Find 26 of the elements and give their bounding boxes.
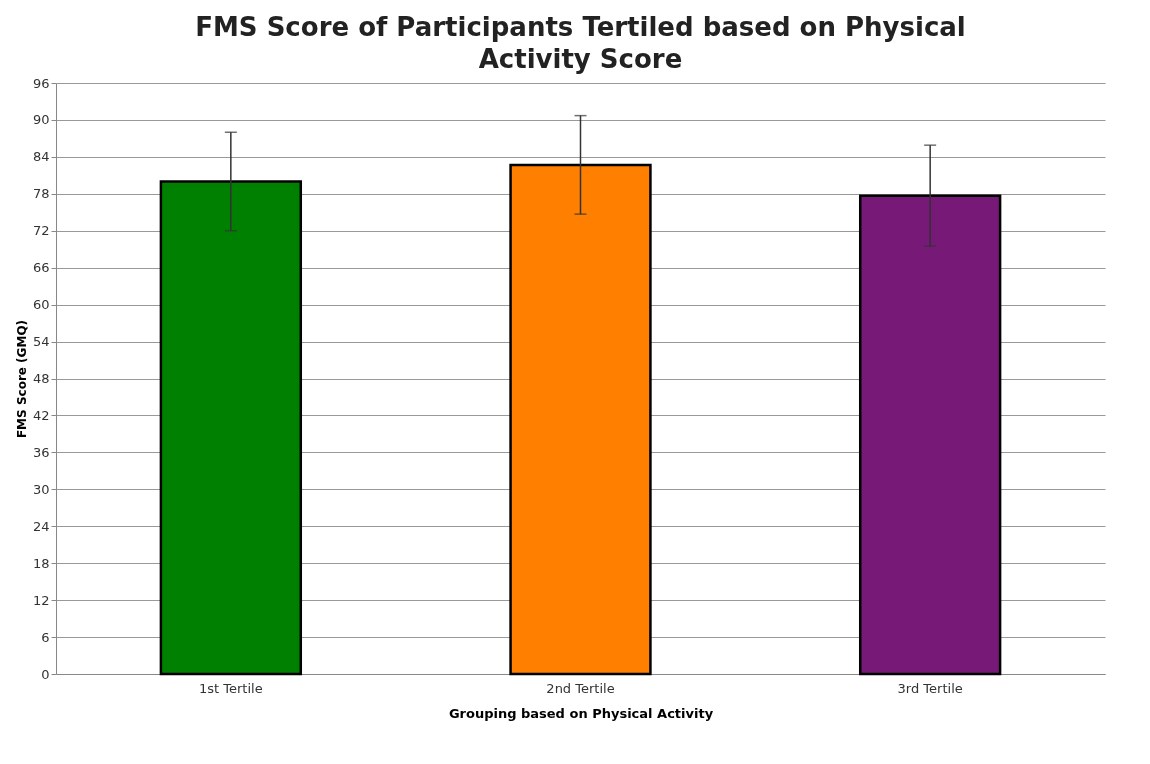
bar xyxy=(509,163,652,676)
y-tick-label: 96 xyxy=(32,75,50,91)
y-tick-label: 6 xyxy=(41,629,50,645)
chart-title: FMS Score of Participants Tertiled based on Physical Activity Score xyxy=(195,12,966,74)
bar xyxy=(159,180,303,676)
y-tick-label: 66 xyxy=(32,260,50,276)
bar xyxy=(858,194,1002,676)
y-tick-label: 54 xyxy=(32,334,50,350)
y-tick-label: 72 xyxy=(32,223,50,239)
y-tick-label: 48 xyxy=(32,371,50,386)
y-tick-label: 12 xyxy=(32,592,50,608)
y-tick-label: 30 xyxy=(32,481,50,497)
y-tick-label: 90 xyxy=(32,112,50,128)
x-tick-label: 3rd Tertile xyxy=(897,680,963,696)
y-tick-label: 18 xyxy=(32,555,50,571)
y-tick-label: 0 xyxy=(41,666,50,682)
y-tick-label: 78 xyxy=(32,186,50,202)
y-tick-label: 60 xyxy=(32,297,50,313)
y-tick-label: 36 xyxy=(32,444,50,460)
y-tick-label: 24 xyxy=(32,518,50,534)
y-axis-title: FMS Score (GMQ) xyxy=(14,319,29,439)
x-tick-label: 2nd Tertile xyxy=(546,680,615,696)
x-axis-title: Grouping based on Physical Activity xyxy=(448,705,714,721)
y-tick-label: 42 xyxy=(32,407,50,423)
y-tick-label: 84 xyxy=(32,149,50,165)
x-tick-label: 1st Tertile xyxy=(199,680,263,696)
